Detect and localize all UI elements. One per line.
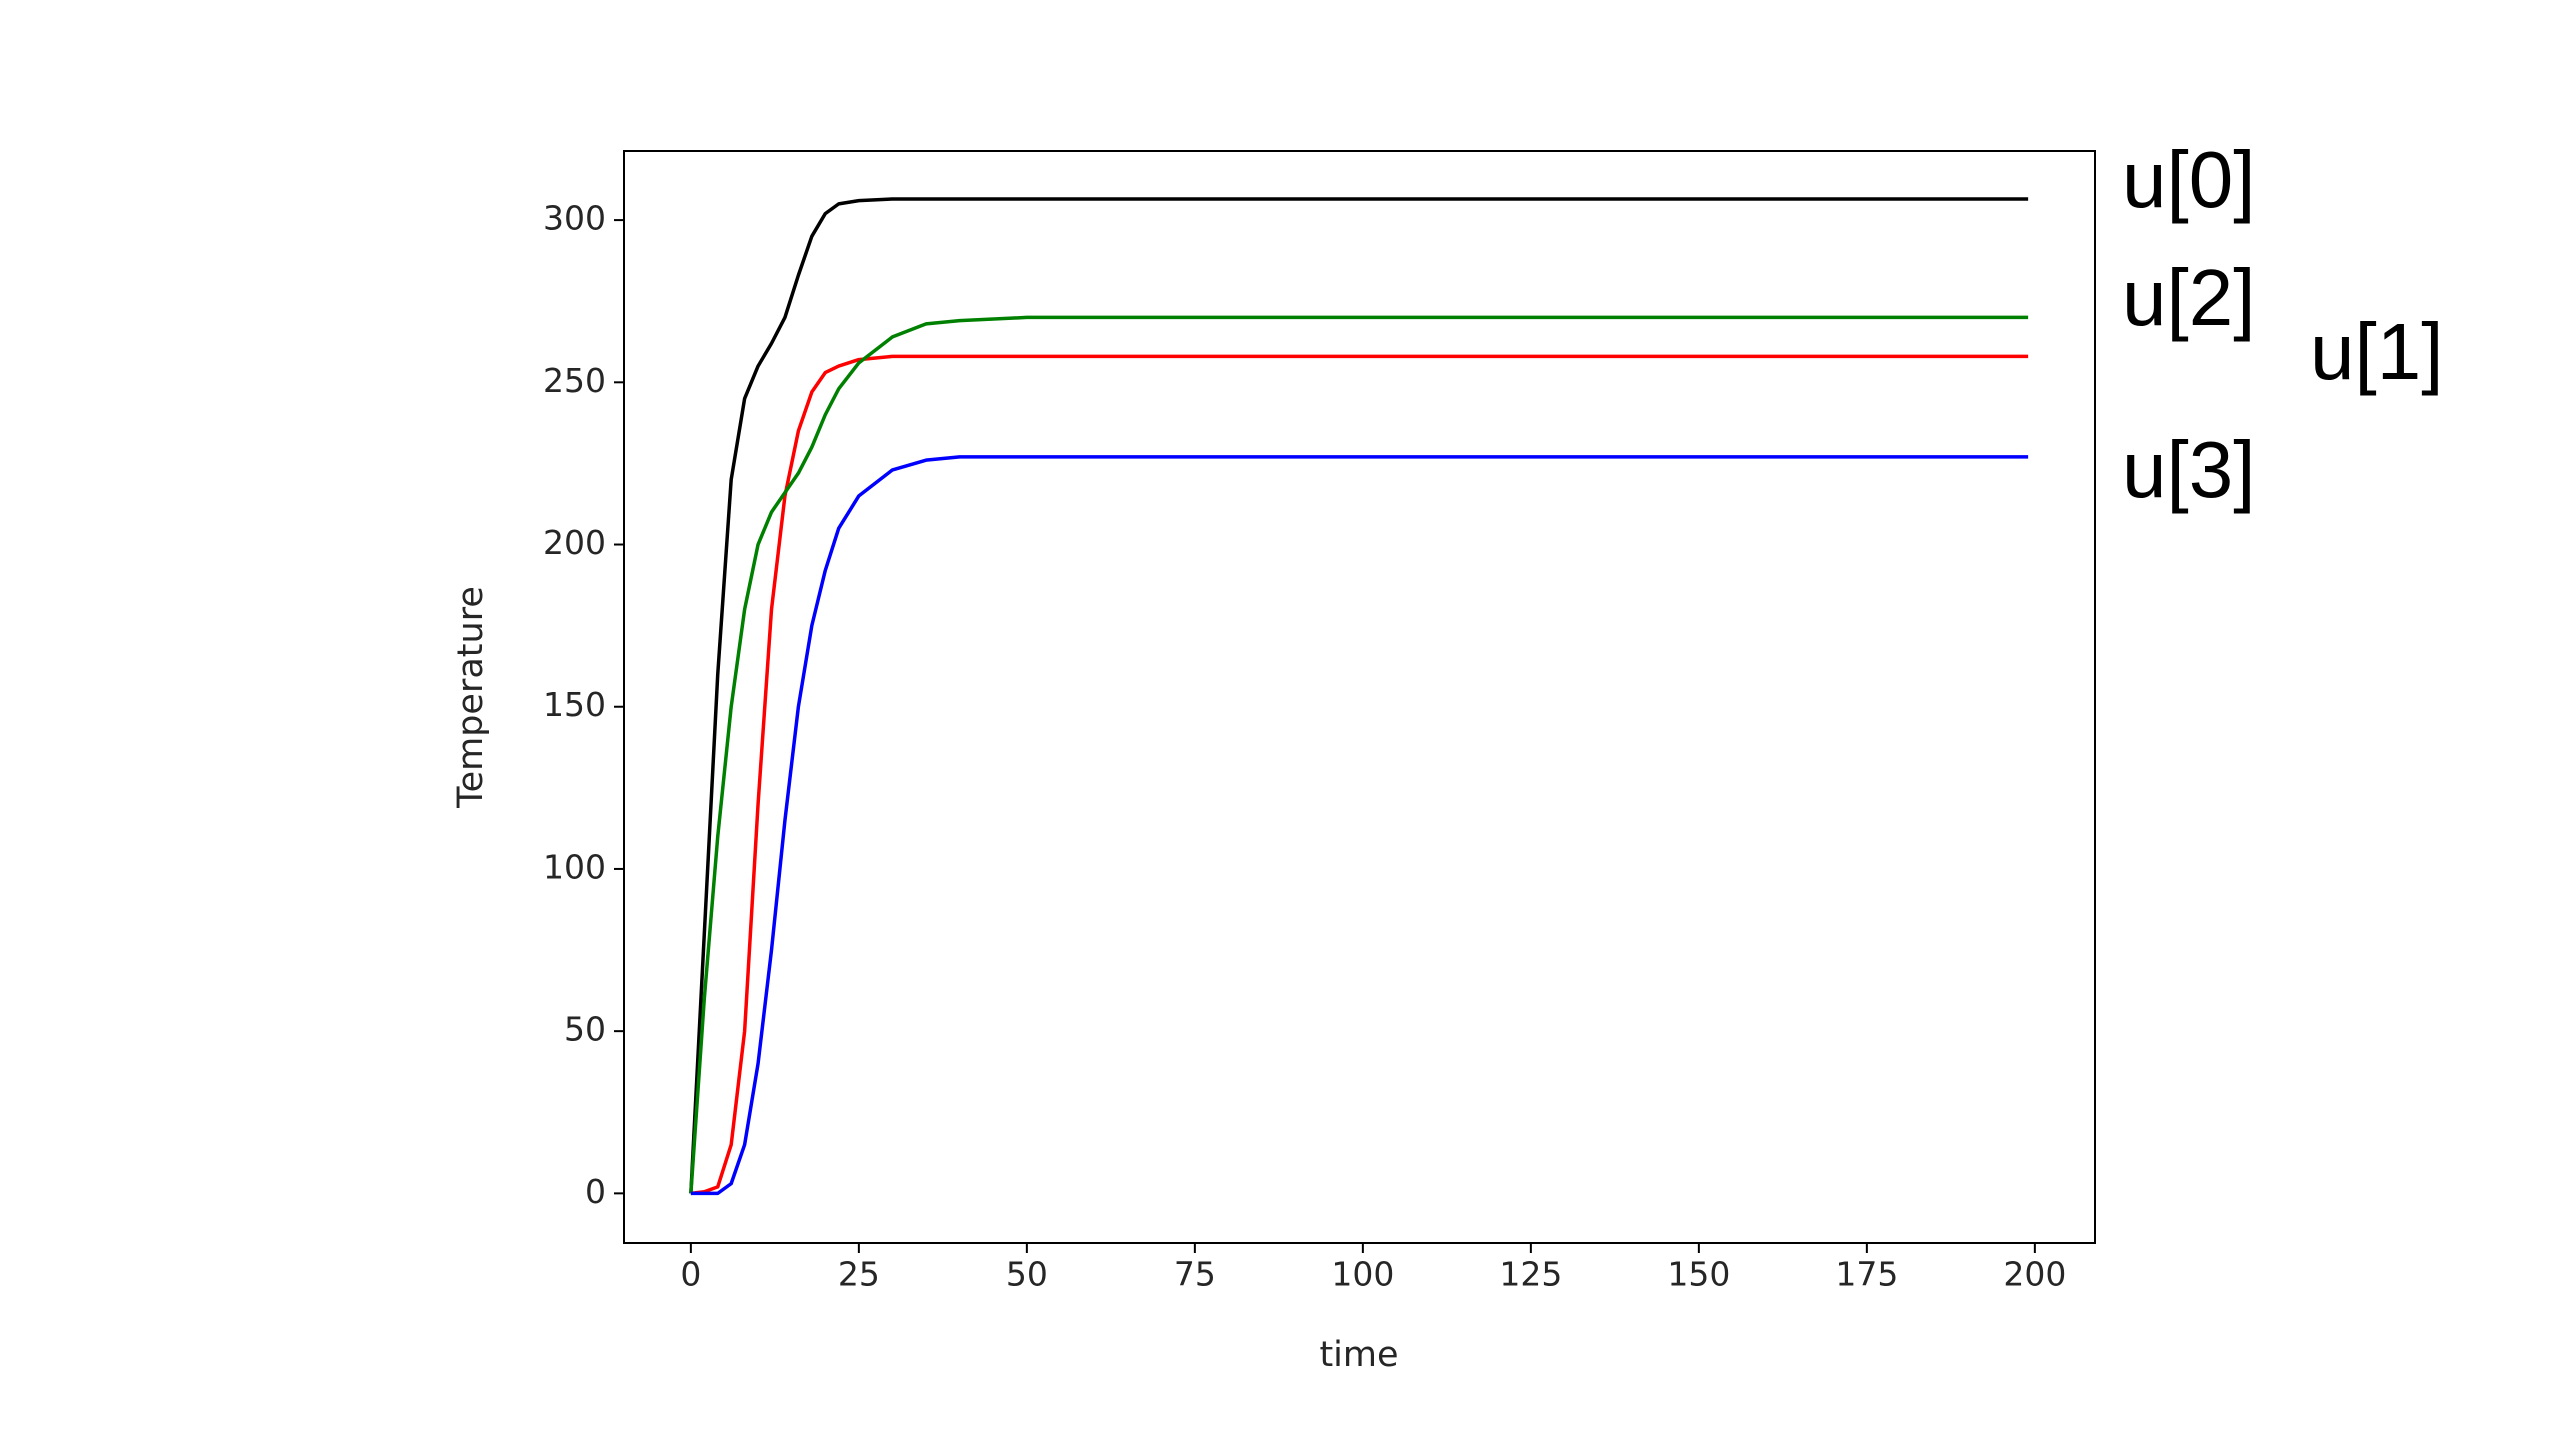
x-tick-label: 0 bbox=[680, 1255, 701, 1294]
y-tick-label: 150 bbox=[543, 685, 606, 724]
x-tick-label: 50 bbox=[1006, 1255, 1048, 1294]
plot-frame bbox=[623, 150, 2096, 1244]
series-line bbox=[690, 455, 2029, 1196]
x-axis-label: time bbox=[1319, 1335, 1398, 1375]
series-line bbox=[689, 197, 2029, 1194]
series-label: u[1] bbox=[2310, 307, 2443, 396]
y-tick-label: 250 bbox=[543, 361, 606, 400]
series-label: u[0] bbox=[2122, 135, 2255, 224]
x-tick-label: 25 bbox=[838, 1255, 880, 1294]
x-tick-label: 75 bbox=[1174, 1255, 1216, 1294]
series-label: u[2] bbox=[2122, 253, 2255, 342]
series-line bbox=[689, 315, 2029, 1194]
y-tick-label: 50 bbox=[564, 1010, 606, 1049]
x-tick-label: 125 bbox=[1499, 1255, 1562, 1294]
y-tick-label: 300 bbox=[543, 199, 606, 238]
x-tick-label: 100 bbox=[1331, 1255, 1394, 1294]
series-label: u[3] bbox=[2122, 425, 2255, 514]
x-tick-label: 175 bbox=[1835, 1255, 1898, 1294]
y-axis-label: Temperature bbox=[451, 586, 491, 809]
x-tick-label: 200 bbox=[2003, 1255, 2066, 1294]
y-tick-label: 100 bbox=[543, 847, 606, 886]
x-tick-label: 150 bbox=[1667, 1255, 1730, 1294]
y-tick-label: 0 bbox=[585, 1172, 606, 1211]
series-line bbox=[690, 354, 2029, 1196]
y-tick-label: 200 bbox=[543, 523, 606, 562]
